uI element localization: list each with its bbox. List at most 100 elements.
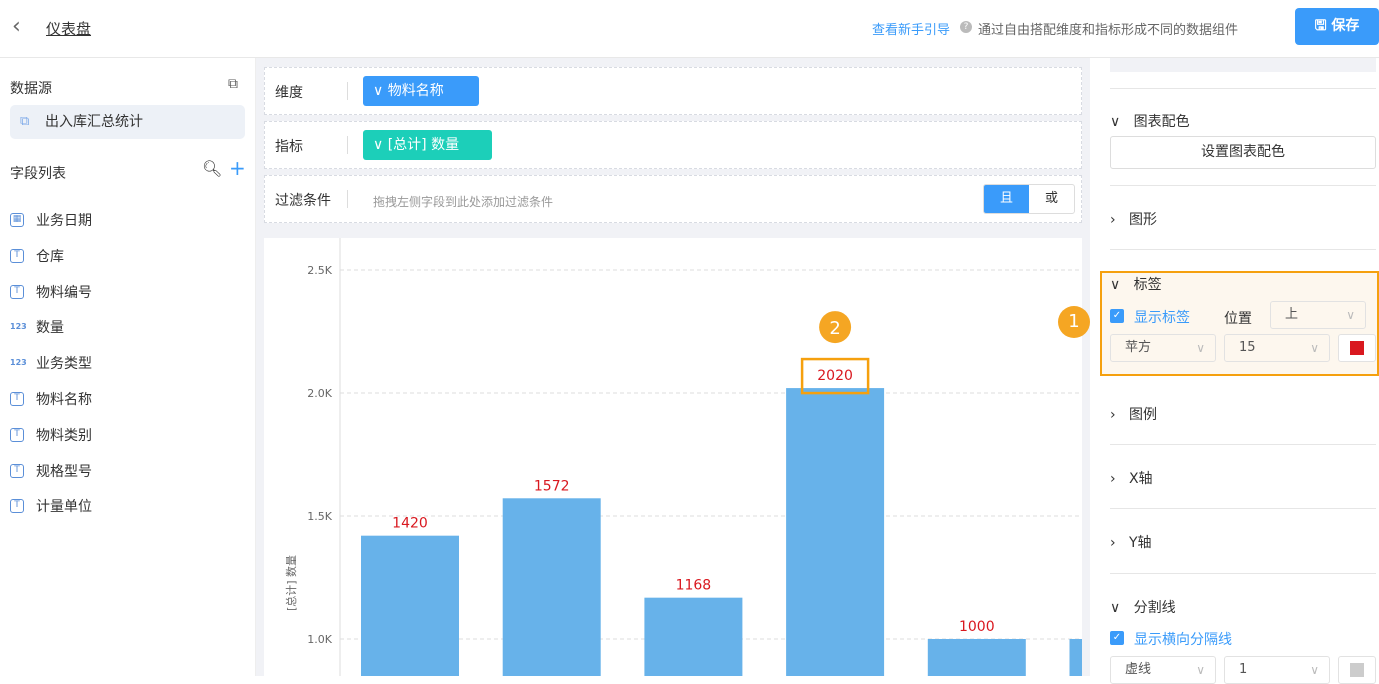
link-icon: ⧉ [20,114,30,129]
metric-label: 指标 [275,139,303,155]
dimension-pill[interactable]: ∨ 物料名称 [363,76,479,106]
bar [1069,639,1082,676]
split-line-section[interactable]: ∨ 分割线 [1110,600,1176,616]
line-style-value: 虚线 [1125,662,1152,677]
bar [927,639,1026,676]
position-value: 上 [1285,307,1299,322]
filter-placeholder: 拖拽左侧字段到此处添加过滤条件 [373,195,554,209]
or-button[interactable]: 或 [1044,191,1058,206]
metric-slot[interactable]: 指标 ∨ [总计] 数量 [264,121,1082,169]
and-button[interactable]: 且 [984,185,1029,213]
text-field-icon: T [10,463,24,478]
text-field-icon: T [10,248,24,263]
settings-panel: ∨ 图表配色 设置图表配色 › 图形 ∨ 标签 1 ✓ 显示标签 位置 上 ∨ 苹… [1058,58,1379,684]
color-swatch [1350,663,1364,677]
field-item[interactable]: T 物料编号 [10,282,92,302]
chevron-left-icon[interactable]: ‹ [12,14,21,39]
y-tick-label: 2.5K [307,264,332,277]
font-value: 苹方 [1125,340,1152,355]
field-item[interactable]: 123 业务类型 [10,353,92,373]
datasource-name: 出入库汇总统计 [45,114,143,130]
text-field-icon: T [10,499,24,514]
add-icon[interactable]: + [229,156,246,180]
divider [1110,573,1376,574]
editor-area: 维度 ∨ 物料名称 指标 ∨ [总计] 数量 过滤条件 拖拽左侧字段到此处添加过… [256,58,1090,676]
legend-section[interactable]: › 图例 [1110,407,1157,423]
bar [644,597,743,676]
line-style-select[interactable]: 虚线 ∨ [1110,656,1216,684]
text-field-icon: T [10,427,24,442]
label-highlight-box [800,357,870,395]
font-select[interactable]: 苹方 ∨ [1110,334,1216,362]
divider [1110,88,1376,89]
metric-pill[interactable]: ∨ [总计] 数量 [363,130,492,160]
field-item[interactable]: T 仓库 [10,246,64,266]
field-label: 仓库 [36,248,64,265]
datasource-item[interactable]: ⧉ 出入库汇总统计 [10,105,245,139]
split-line-title: 分割线 [1133,600,1176,616]
annotation-badge-2 [819,311,852,344]
field-item[interactable]: ▦ 业务日期 [10,210,92,230]
guide-link[interactable]: 查看新手引导 [872,23,951,38]
header: ‹ 仪表盘 查看新手引导 ? 通过自由搭配维度和指标形成不同的数据组件 🖫 保存 [0,0,1379,58]
bar-chart: 1.0K 1.5K 2.0K 2.5K [总计] 数量 1420 1572 1168 2020 2… [264,238,1082,676]
field-item[interactable]: T 物料名称 [10,389,92,409]
chart-color-section[interactable]: ∨ 图表配色 [1110,114,1190,130]
divider [1110,249,1376,250]
y-tick-label: 2.0K [307,387,332,400]
divider [347,82,348,100]
xaxis-section[interactable]: › X轴 [1110,471,1153,487]
show-hline-checkbox[interactable]: ✓ [1110,631,1124,645]
switch-datasource-icon[interactable]: ⧉ [228,76,238,92]
fields-title: 字段列表 [10,166,66,182]
yaxis-title: Y轴 [1128,535,1152,551]
field-label: 物料类别 [36,427,92,444]
position-label: 位置 [1224,311,1252,327]
field-label: 规格型号 [36,463,92,480]
label-section-highlight [1100,271,1379,376]
show-label-text: 显示标签 [1134,310,1190,326]
bar [502,498,601,676]
xaxis-title: X轴 [1128,471,1153,487]
sidebar: 数据源 ⧉ ⧉ 出入库汇总统计 字段列表 🔍︎ + ▦ 业务日期 T 仓库 T 物料编号 12… [0,58,256,676]
text-field-icon: T [10,392,24,406]
field-item[interactable]: T 物料类别 [10,425,92,445]
position-select[interactable]: 上 ∨ [1270,301,1366,329]
show-label-checkbox[interactable]: ✓ [1110,309,1124,323]
filter-slot[interactable]: 过滤条件 拖拽左侧字段到此处添加过滤条件 且 或 [264,175,1082,223]
label-color-picker[interactable] [1338,334,1376,362]
save-icon: 🖫 [1314,18,1327,34]
label-section[interactable]: ∨ 标签 [1110,277,1162,293]
field-label: 计量单位 [36,499,92,516]
field-item[interactable]: T 计量单位 [10,496,92,516]
field-label: 物料名称 [36,392,92,408]
chevron-down-icon: ∨ [373,83,384,99]
chevron-down-icon: ∨ [1310,341,1319,355]
font-size-value: 15 [1239,340,1256,355]
line-color-picker[interactable] [1338,656,1376,684]
shape-title: 图形 [1128,212,1157,228]
dimension-slot[interactable]: 维度 ∨ 物料名称 [264,67,1082,115]
font-size-select[interactable]: 15 ∨ [1224,334,1330,362]
save-button[interactable]: 🖫 保存 [1295,8,1379,45]
divider [1110,185,1376,186]
breadcrumb-dashboard[interactable]: 仪表盘 [46,20,92,38]
set-chart-color-button[interactable]: 设置图表配色 [1110,136,1376,169]
chevron-down-icon: ∨ [1310,663,1319,677]
bar [786,388,885,676]
search-icon[interactable]: 🔍︎ [202,159,223,178]
field-item[interactable]: 123 数量 [10,317,64,337]
annotation-badge-2-text: 2 [829,318,840,339]
y-tick-label: 1.5K [307,510,332,523]
field-label: 数量 [36,320,64,337]
shape-section[interactable]: › 图形 [1110,212,1157,228]
y-axis-title: [总计] 数量 [284,555,298,611]
chevron-down-icon: ∨ [373,137,384,153]
field-item[interactable]: T 规格型号 [10,461,92,481]
yaxis-section[interactable]: › Y轴 [1110,535,1152,551]
text-field-icon: T [10,284,24,299]
data-label: 1168 [676,578,712,594]
annotation-badge-1: 1 [1058,306,1090,338]
help-icon: ? [960,21,972,33]
line-width-select[interactable]: 1 ∨ [1224,656,1330,684]
